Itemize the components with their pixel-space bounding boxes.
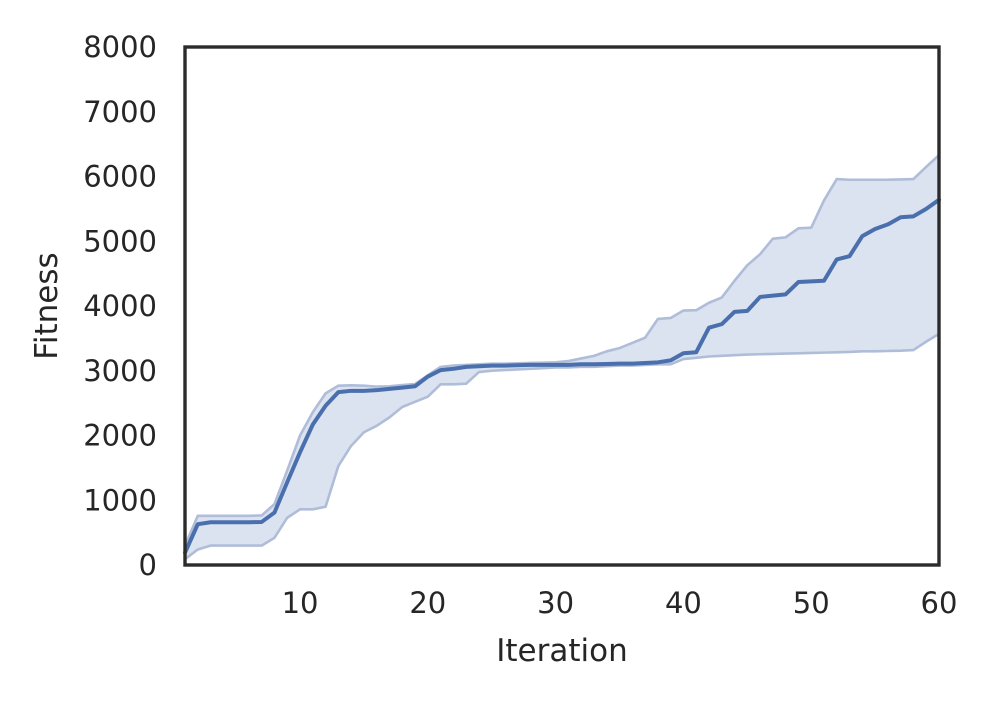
y-tick-label: 8000	[83, 30, 157, 64]
y-tick-label: 1000	[83, 483, 157, 517]
y-tick-label: 7000	[83, 95, 157, 129]
x-tick-label: 60	[921, 586, 958, 620]
plot-border	[183, 45, 941, 567]
y-tick-labels: 0 1000 2000 3000 4000 5000 6000 7000 8000	[83, 30, 157, 582]
band-upper-edge	[183, 153, 941, 547]
y-tick-label: 6000	[83, 160, 157, 194]
y-tick-label: 0	[139, 548, 157, 582]
y-tick-label: 3000	[83, 354, 157, 388]
band-lower-edge	[183, 332, 941, 561]
x-axis-label: Iteration	[496, 633, 628, 669]
y-tick-label: 4000	[83, 289, 157, 323]
y-axis-label: Fitness	[29, 252, 65, 359]
x-tick-label: 50	[793, 586, 830, 620]
x-tick-label: 30	[537, 586, 574, 620]
x-tick-label: 40	[665, 586, 702, 620]
x-tick-label: 10	[282, 586, 319, 620]
y-tick-label: 5000	[83, 224, 157, 258]
x-tick-labels: 10 20 30 40 50 60	[282, 586, 958, 620]
x-tick-label: 20	[409, 586, 446, 620]
mean-fitness-line	[183, 197, 941, 555]
confidence-band	[185, 155, 939, 560]
y-tick-label: 2000	[83, 419, 157, 453]
